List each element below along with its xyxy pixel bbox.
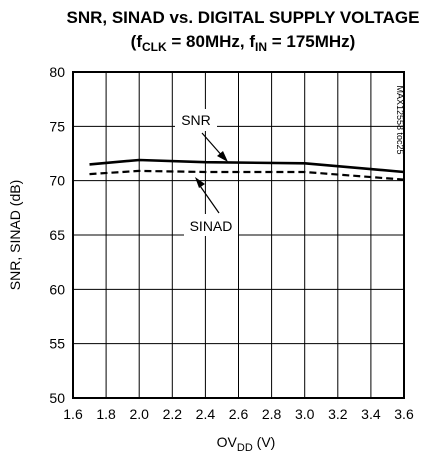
series-layer bbox=[89, 158, 405, 181]
series-line-sinad bbox=[89, 169, 405, 181]
sinad-annotation-arrow bbox=[197, 182, 220, 214]
x-tick-label: 3.0 bbox=[295, 406, 315, 422]
chart-title: SNR, SINAD vs. DIGITAL SUPPLY VOLTAGE bbox=[67, 8, 420, 27]
x-tick-label: 2.4 bbox=[196, 406, 216, 422]
subtitle-middle: = 80MHz, f bbox=[167, 32, 256, 51]
snr-annotation: SNR bbox=[181, 112, 211, 128]
sinad-annotation-bg bbox=[184, 214, 238, 236]
x-tick-label: 2.2 bbox=[163, 406, 183, 422]
x-tick-label: 1.8 bbox=[96, 406, 116, 422]
y-tick-label: 65 bbox=[49, 227, 65, 243]
sinad-annotation: SINAD bbox=[190, 218, 233, 234]
y-tick-labels: 50 55 60 65 70 75 80 bbox=[49, 64, 65, 406]
x-tick-label: 1.6 bbox=[63, 406, 83, 422]
x-axis-label-suffix: (V) bbox=[253, 434, 276, 450]
y-tick-label: 80 bbox=[49, 64, 65, 80]
annotation-layer: SNR SINAD bbox=[175, 109, 238, 236]
subtitle-suffix: = 175MHz) bbox=[267, 32, 355, 51]
y-tick-label: 75 bbox=[49, 118, 65, 134]
x-tick-label: 3.6 bbox=[394, 406, 414, 422]
subtitle-clk-subscript: CLK bbox=[142, 40, 167, 54]
plot-frame bbox=[72, 71, 405, 399]
x-axis-label-main: OV bbox=[217, 434, 238, 450]
x-axis-label-subscript: DD bbox=[237, 442, 253, 454]
y-tick-label: 60 bbox=[49, 281, 65, 297]
grid bbox=[73, 72, 404, 398]
x-tick-label: 2.6 bbox=[229, 406, 249, 422]
y-tick-label: 55 bbox=[49, 336, 65, 352]
y-axis-label: SNR, SINAD (dB) bbox=[7, 180, 23, 290]
y-tick-label: 70 bbox=[49, 173, 65, 189]
snr-annotation-bg bbox=[175, 109, 217, 131]
x-axis-label: OVDD (V) bbox=[217, 434, 276, 454]
series-line-snr bbox=[89, 158, 405, 174]
x-tick-label: 2.0 bbox=[129, 406, 149, 422]
watermark: MAX12558 toc25 bbox=[395, 85, 405, 154]
x-tick-label: 2.8 bbox=[262, 406, 282, 422]
subtitle-prefix: (f bbox=[131, 32, 143, 51]
x-tick-label: 3.2 bbox=[328, 406, 348, 422]
chart-subtitle: (fCLK = 80MHz, fIN = 175MHz) bbox=[131, 32, 356, 54]
x-tick-label: 3.4 bbox=[361, 406, 381, 422]
y-tick-label: 50 bbox=[49, 390, 65, 406]
sinad-arrowhead bbox=[195, 177, 205, 188]
x-tick-labels: 1.6 1.8 2.0 2.2 2.4 2.6 2.8 3.0 3.2 3.4 3.6 bbox=[63, 406, 414, 422]
snr-arrowhead bbox=[217, 151, 228, 162]
subtitle-in-subscript: IN bbox=[255, 40, 267, 54]
